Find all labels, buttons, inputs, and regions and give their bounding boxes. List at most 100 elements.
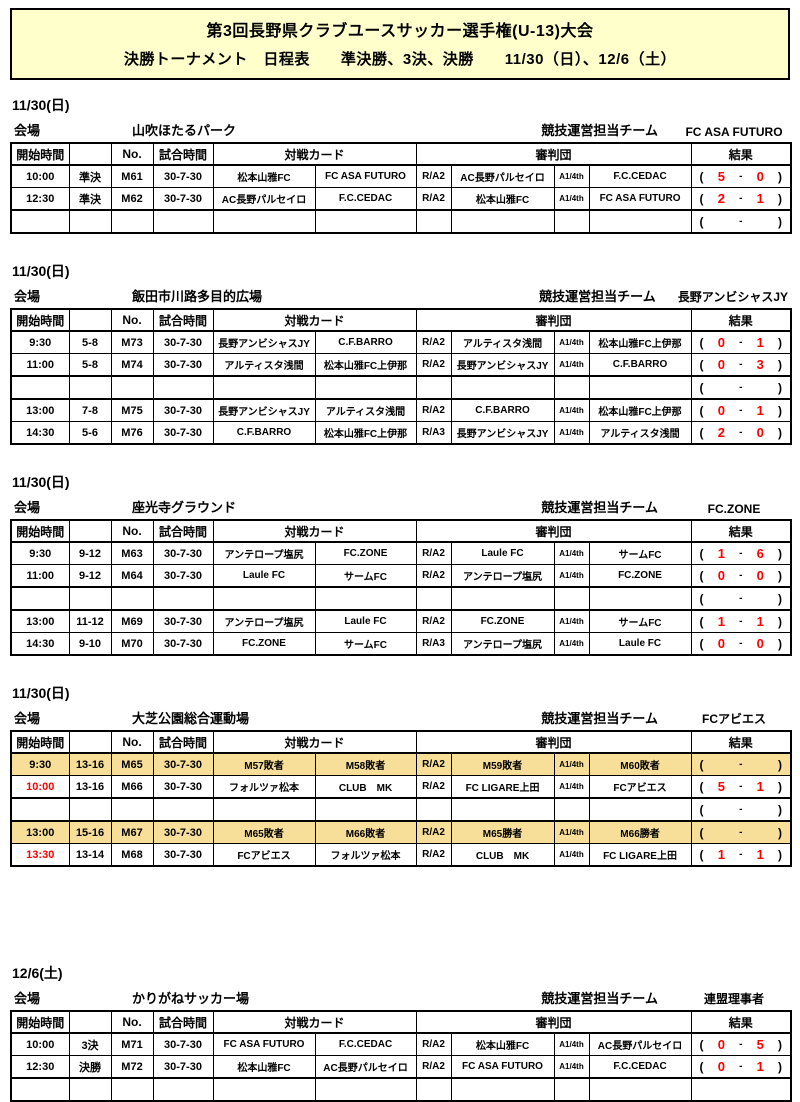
start-time-cell	[10, 1077, 70, 1102]
home-score: 1	[717, 847, 725, 862]
table-row: 9:30 5-8 M73 30-7-30 長野アンビシャスJY C.F.BARRO R/A2…	[10, 330, 792, 354]
table-header-row: 開始時間 No. 試合時間 対戦カード 審判団 結果	[10, 308, 792, 332]
ref2-team-cell: FCアビエス	[588, 775, 692, 799]
round-cell: 13-16	[68, 775, 112, 799]
away-score: 1	[756, 847, 764, 862]
result-dash: -	[739, 638, 743, 649]
result-paren-close: )	[778, 825, 782, 840]
duration-cell: 30-7-30	[152, 609, 214, 633]
round-cell: 決勝	[68, 1055, 112, 1079]
table-row: 11:00 5-8 M74 30-7-30 アルティスタ浅間 松本山雅FC上伊那 R/A2 長…	[10, 353, 792, 377]
ref1-team-cell: CLUB MK	[450, 843, 555, 867]
ref2-role-cell: A1/4th	[553, 164, 590, 188]
start-time-cell	[10, 375, 70, 400]
ops-team-group: 競技運営担当チーム FCアビエス	[541, 708, 790, 727]
duration-cell: 30-7-30	[152, 775, 214, 799]
venue-section: 11/30(日) 会場 山吹ほたるパーク 競技運営担当チーム FC ASA FUTURO…	[10, 95, 793, 234]
result-score: (-)	[700, 592, 783, 606]
result-cell: (-)	[690, 820, 792, 844]
ref2-team-cell	[588, 375, 692, 400]
away-score: 0	[756, 425, 764, 440]
start-time-cell	[10, 586, 70, 611]
away-team-cell: M58敗者	[314, 752, 417, 776]
table-row	[10, 1077, 792, 1102]
duration-cell: 30-7-30	[152, 843, 214, 867]
table-header: 開始時間 No. 試合時間 対戦カード 審判団 結果	[10, 519, 792, 543]
result-paren-open: (	[699, 403, 704, 418]
table-header-row: 開始時間 No. 試合時間 対戦カード 審判団 結果	[10, 1010, 792, 1034]
ref2-team-cell: FC ASA FUTURO	[588, 187, 692, 211]
duration-cell	[152, 375, 214, 400]
ref2-team-cell: C.F.BARRO	[588, 353, 692, 377]
home-team-cell	[212, 586, 316, 611]
header-start-time: 開始時間	[10, 308, 70, 332]
table-header: 開始時間 No. 試合時間 対戦カード 審判団 結果	[10, 730, 792, 754]
ref1-role-cell: R/A2	[415, 541, 452, 565]
round-cell: 7-8	[68, 398, 112, 422]
ref1-role-cell: R/A2	[415, 752, 452, 776]
away-team-cell: F.C.CEDAC	[314, 187, 417, 211]
table-row: (-)	[10, 209, 792, 234]
match-no-cell	[110, 209, 154, 234]
result-score: (0 - 1)	[700, 335, 783, 350]
result-paren-close: )	[778, 802, 782, 817]
tournament-title: 第3回長野県クラブユースサッカー選手権(U-13)大会	[206, 23, 594, 40]
away-score: 5	[756, 1037, 764, 1052]
ref1-team-cell	[450, 375, 555, 400]
ref2-team-cell	[588, 1077, 692, 1102]
result-paren-close: )	[778, 546, 782, 561]
home-team-cell: FCアビエス	[212, 843, 316, 867]
away-score: 1	[756, 1059, 764, 1074]
venue-label: 会場	[14, 123, 41, 138]
ref2-role-cell: A1/4th	[553, 632, 590, 656]
result-paren-close: )	[778, 191, 782, 206]
match-no-cell: M65	[110, 752, 154, 776]
result-cell: (0 - 5)	[690, 1032, 792, 1056]
ref2-team-cell	[588, 586, 692, 611]
match-no-cell: M63	[110, 541, 154, 565]
result-score: (1 - 1)	[700, 614, 783, 629]
away-score: 0	[756, 636, 764, 651]
ref2-role-cell: A1/4th	[553, 353, 590, 377]
header-match-time: 試合時間	[152, 519, 214, 543]
header-start-time: 開始時間	[10, 519, 70, 543]
venue-group: 会場 かりがねサッカー場	[10, 988, 249, 1007]
result-dash: -	[739, 849, 743, 860]
result-cell: (5 - 1)	[690, 775, 792, 799]
venue-meta-row: 会場 かりがねサッカー場 競技運営担当チーム 連盟理事者	[10, 988, 790, 1007]
ref2-team-cell: M66勝者	[588, 820, 692, 844]
match-no-cell: M64	[110, 564, 154, 588]
result-cell: (0 - 0)	[690, 632, 792, 656]
away-team-cell: C.F.BARRO	[314, 330, 417, 354]
match-no-cell: M66	[110, 775, 154, 799]
away-team-cell: F.C.CEDAC	[314, 1032, 417, 1056]
venue-name: 山吹ほたるパーク	[132, 123, 237, 138]
header-result: 結果	[690, 1010, 792, 1034]
table-header: 開始時間 No. 試合時間 対戦カード 審判団 結果	[10, 308, 792, 332]
ref1-team-cell: アンテロープ塩尻	[450, 632, 555, 656]
date-heading: 11/30(日)	[12, 97, 70, 113]
home-team-cell: 松本山雅FC	[212, 1055, 316, 1079]
round-cell: 11-12	[68, 609, 112, 633]
start-time-cell: 14:30	[10, 632, 70, 656]
away-score: 1	[756, 614, 764, 629]
result-score: (5 - 1)	[700, 779, 783, 794]
result-dash: -	[739, 171, 743, 182]
ref2-role-cell: A1/4th	[553, 421, 590, 445]
match-no-cell	[110, 586, 154, 611]
header-match-card: 対戦カード	[212, 1010, 417, 1034]
header-match-card: 対戦カード	[212, 730, 417, 754]
round-cell: 15-16	[68, 820, 112, 844]
ref1-team-cell: アルティスタ浅間	[450, 330, 555, 354]
result-paren-close: )	[778, 568, 782, 583]
round-cell	[68, 209, 112, 234]
away-team-cell: フォルツァ松本	[314, 843, 417, 867]
result-paren-open: (	[699, 614, 704, 629]
header-match-no: No.	[110, 519, 154, 543]
away-team-cell: FC.ZONE	[314, 541, 417, 565]
result-score: (5 - 0)	[700, 169, 783, 184]
home-team-cell: Laule FC	[212, 564, 316, 588]
start-time-cell: 12:30	[10, 1055, 70, 1079]
match-no-cell	[110, 797, 154, 822]
header-match-card: 対戦カード	[212, 519, 417, 543]
